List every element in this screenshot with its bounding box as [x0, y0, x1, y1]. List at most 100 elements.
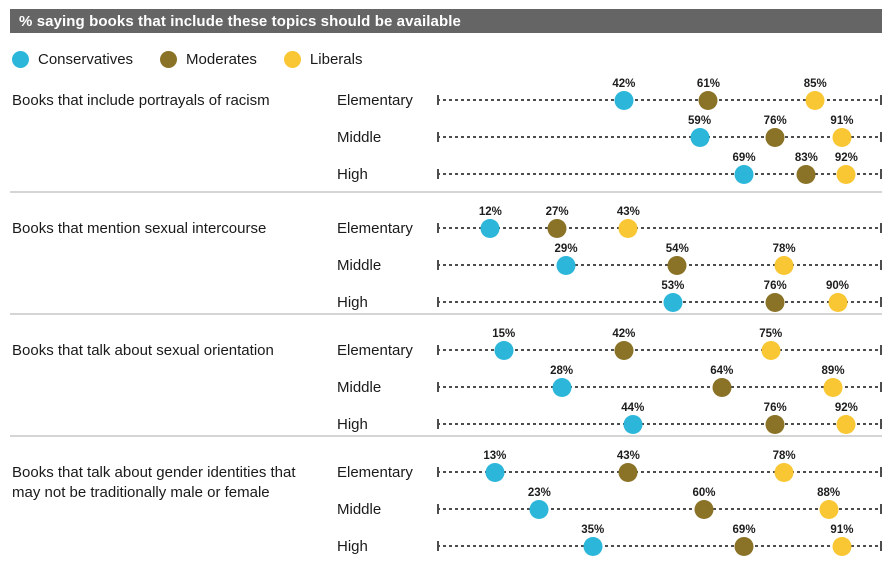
data-point-liberals — [618, 219, 638, 238]
data-point-moderates — [765, 415, 785, 434]
data-point-label: 54% — [665, 243, 689, 255]
axis-dashed-line — [437, 136, 882, 138]
dot-row: High 53% 76% 90% — [337, 276, 882, 313]
data-point-liberals — [761, 341, 781, 360]
axis-start-tick — [437, 223, 439, 233]
data-point-label: 23% — [527, 487, 551, 499]
axis-end-tick — [880, 169, 882, 179]
conservatives-dot-icon — [12, 50, 29, 68]
data-point-label: 89% — [821, 365, 845, 377]
data-point-label: 27% — [545, 206, 569, 218]
level-label: Middle — [337, 501, 382, 518]
axis-start-tick — [437, 345, 439, 355]
data-point-conservatives — [529, 500, 549, 519]
axis-dashed-line — [437, 99, 882, 101]
data-point-label: 75% — [759, 328, 783, 340]
legend-item-liberals: Liberals — [283, 50, 362, 68]
data-point-label: 60% — [692, 487, 716, 499]
data-point-label: 85% — [803, 78, 827, 90]
data-point-liberals — [828, 293, 847, 312]
data-point-moderates — [618, 463, 638, 482]
data-point-conservatives — [494, 341, 514, 360]
data-point-moderates — [694, 500, 714, 519]
axis-track: 12% 27% 43% — [437, 202, 882, 239]
data-point-label: 15% — [492, 328, 516, 340]
infographic: % saying books that include these topics… — [0, 9, 895, 562]
group-rows: Elementary 12% 27% 43% Middle 29% 54% 78% High 53… — [337, 202, 882, 313]
data-point-label: 78% — [772, 450, 796, 462]
legend-item-conservatives: Conservatives — [12, 50, 133, 68]
level-label: Elementary — [337, 342, 413, 359]
axis-end-tick — [880, 382, 882, 392]
axis-dashed-line — [437, 173, 882, 175]
level-label: High — [337, 538, 368, 555]
axis-track: 69% 83% 92% — [437, 148, 882, 185]
axis-track: 42% 61% 85% — [437, 74, 882, 111]
axis-start-tick — [437, 169, 439, 179]
axis-start-tick — [437, 504, 439, 514]
data-point-moderates — [667, 256, 687, 275]
level-label: Elementary — [337, 220, 413, 237]
data-point-label: 90% — [825, 280, 850, 292]
topic-label: Books that include portrayals of racism — [12, 92, 270, 109]
dot-row: High 44% 76% 92% — [337, 398, 882, 435]
data-point-label: 53% — [661, 280, 685, 292]
axis-end-tick — [880, 467, 882, 477]
data-point-moderates — [765, 293, 785, 312]
axis-track: 28% 64% 89% — [437, 361, 882, 398]
legend: Conservatives Moderates Liberals — [12, 50, 882, 68]
axis-start-tick — [437, 541, 439, 551]
topic-label: Books that mention sexual intercourse — [12, 220, 267, 237]
group-rows: Elementary 15% 42% 75% Middle 28% 64% 89% High 44… — [337, 324, 882, 435]
level-label: Elementary — [337, 464, 413, 481]
chart-title-bar: % saying books that include these topics… — [10, 9, 882, 33]
axis-dashed-line — [437, 264, 882, 266]
axis-track: 13% 43% 78% — [437, 446, 882, 483]
data-point-label: 69% — [732, 524, 756, 536]
topic-group: Books that talk about gender identities … — [10, 435, 882, 557]
dot-row: Elementary 12% 27% 43% — [337, 202, 882, 239]
axis-end-tick — [880, 132, 882, 142]
axis-dashed-line — [437, 301, 882, 303]
legend-label: Moderates — [186, 50, 257, 68]
group-rows: Elementary 42% 61% 85% Middle 59% 76% 91% High 69… — [337, 74, 882, 185]
level-label: High — [337, 166, 368, 183]
axis-end-tick — [880, 223, 882, 233]
dot-row: Middle 59% 76% 91% — [337, 111, 882, 148]
axis-dashed-line — [437, 545, 882, 547]
moderates-dot-icon — [160, 50, 178, 68]
dot-row: Elementary 15% 42% 75% — [337, 324, 882, 361]
axis-track: 44% 76% 92% — [437, 398, 882, 435]
data-point-label: 69% — [732, 152, 756, 164]
axis-start-tick — [437, 132, 439, 142]
topic-group: Books that include portrayals of racism E… — [10, 72, 882, 191]
axis-start-tick — [437, 382, 439, 392]
data-point-conservatives — [623, 415, 643, 434]
data-point-liberals — [819, 500, 839, 519]
topic-label: Books that talk about gender identities … — [12, 464, 296, 501]
axis-end-tick — [880, 541, 882, 551]
data-point-liberals — [836, 415, 856, 434]
axis-start-tick — [437, 467, 439, 477]
data-point-label: 83% — [794, 152, 818, 164]
data-point-conservatives — [663, 293, 683, 312]
data-point-liberals — [774, 463, 794, 482]
liberals-dot-icon — [283, 50, 301, 68]
group-rows: Elementary 13% 43% 78% Middle 23% 60% 88% High 35… — [337, 446, 882, 557]
data-point-conservatives — [552, 378, 572, 397]
data-point-moderates — [796, 165, 816, 184]
data-point-label: 91% — [830, 115, 854, 127]
axis-dashed-line — [437, 386, 882, 388]
data-point-label: 43% — [616, 206, 640, 218]
data-point-label: 42% — [612, 78, 636, 90]
data-point-conservatives — [480, 219, 500, 238]
data-point-label: 76% — [763, 280, 787, 292]
data-point-liberals — [805, 91, 825, 110]
data-point-liberals — [774, 256, 794, 275]
dot-row: Middle 29% 54% 78% — [337, 239, 882, 276]
data-point-label: 13% — [483, 450, 507, 462]
data-point-label: 76% — [763, 115, 787, 127]
axis-track: 35% 69% 91% — [437, 520, 882, 557]
data-point-label: 91% — [830, 524, 854, 536]
data-point-liberals — [832, 537, 852, 556]
